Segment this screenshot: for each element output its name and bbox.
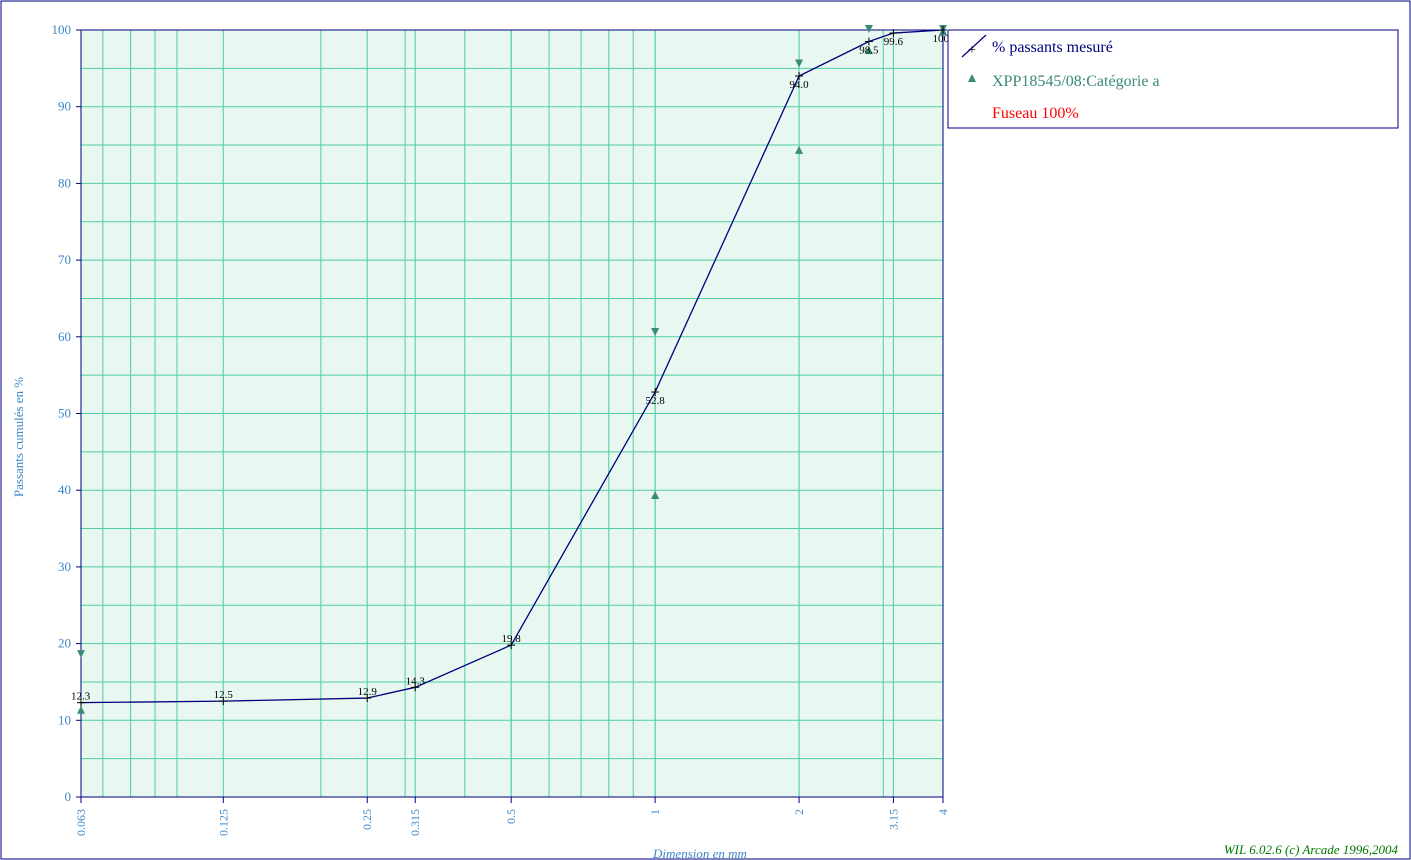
y-tick-label: 0 <box>65 789 72 804</box>
upper-limit-marker <box>864 25 873 33</box>
y-tick-label: 40 <box>58 482 71 497</box>
data-label: 12.9 <box>358 686 378 698</box>
data-label: 100 <box>933 33 950 45</box>
legend-item-measured: % passants mesuré <box>992 39 1113 56</box>
x-tick-label: 4 <box>936 809 950 815</box>
lower-limit-marker <box>651 491 660 500</box>
y-tick-label: 20 <box>58 636 71 651</box>
measured-series-line <box>80 29 944 704</box>
lower-limit-marker <box>864 46 873 55</box>
y-tick-label: 90 <box>58 99 71 114</box>
upper-limit-marker <box>795 59 804 68</box>
lower-limit-marker <box>795 145 804 154</box>
data-label: 12.3 <box>71 691 91 703</box>
footer-credit: WIL 6.02.6 (c) Arcade 1996,2004 <box>1224 842 1399 857</box>
y-tick-label: 50 <box>58 406 71 421</box>
x-tick-label: 0.063 <box>74 809 88 836</box>
y-tick-label: 100 <box>52 22 72 37</box>
data-label: 99.6 <box>884 36 904 48</box>
lower-limit-marker <box>77 705 85 714</box>
y-axis: 0 10 20 30 40 50 60 70 80 90 100 <box>52 22 81 804</box>
data-label: 12.5 <box>214 689 234 701</box>
data-label: 94.0 <box>789 79 809 91</box>
x-tick-label: 3.15 <box>886 809 900 830</box>
data-label: 98.5 <box>859 45 879 57</box>
y-axis-title: Passants cumulés en % <box>11 377 26 497</box>
measured-series: 12.3 12.5 12.9 14.3 19.8 52.8 94.0 98.5 99.6 100 <box>71 26 950 707</box>
legend-measured-swatch-cross: + <box>968 43 976 58</box>
legend-item-fuseau: Fuseau 100% <box>992 105 1079 122</box>
data-label: 14.3 <box>406 675 426 687</box>
x-tick-label: 1 <box>648 809 662 815</box>
legend: + % passants mesuré XPP18545/08:Catégori… <box>947 29 1399 129</box>
y-tick-label: 60 <box>58 329 71 344</box>
data-label: 19.8 <box>502 633 522 645</box>
legend-triangle-icon <box>968 74 976 82</box>
x-tick-label: 2 <box>792 809 806 815</box>
upper-limit-marker <box>77 650 85 659</box>
data-label: 52.8 <box>645 395 665 407</box>
x-tick-label: 0.5 <box>504 809 518 824</box>
upper-limit-marker <box>651 327 660 336</box>
legend-measured-swatch <box>961 34 987 58</box>
y-tick-label: 70 <box>58 252 71 267</box>
grid <box>80 29 944 798</box>
x-axis-title: Dimension en mm <box>652 846 747 860</box>
x-axis: 0.063 0.125 0.25 0.315 0.5 1 2 3.15 4 <box>74 797 950 836</box>
y-tick-label: 10 <box>58 712 71 727</box>
y-tick-label: 80 <box>58 175 71 190</box>
x-tick-label: 0.125 <box>216 809 230 836</box>
legend-box <box>947 29 1399 129</box>
y-tick-label: 30 <box>58 559 71 574</box>
legend-item-category: XPP18545/08:Catégorie a <box>992 73 1160 90</box>
x-tick-label: 0.25 <box>360 809 374 830</box>
x-tick-label: 0.315 <box>408 809 422 836</box>
